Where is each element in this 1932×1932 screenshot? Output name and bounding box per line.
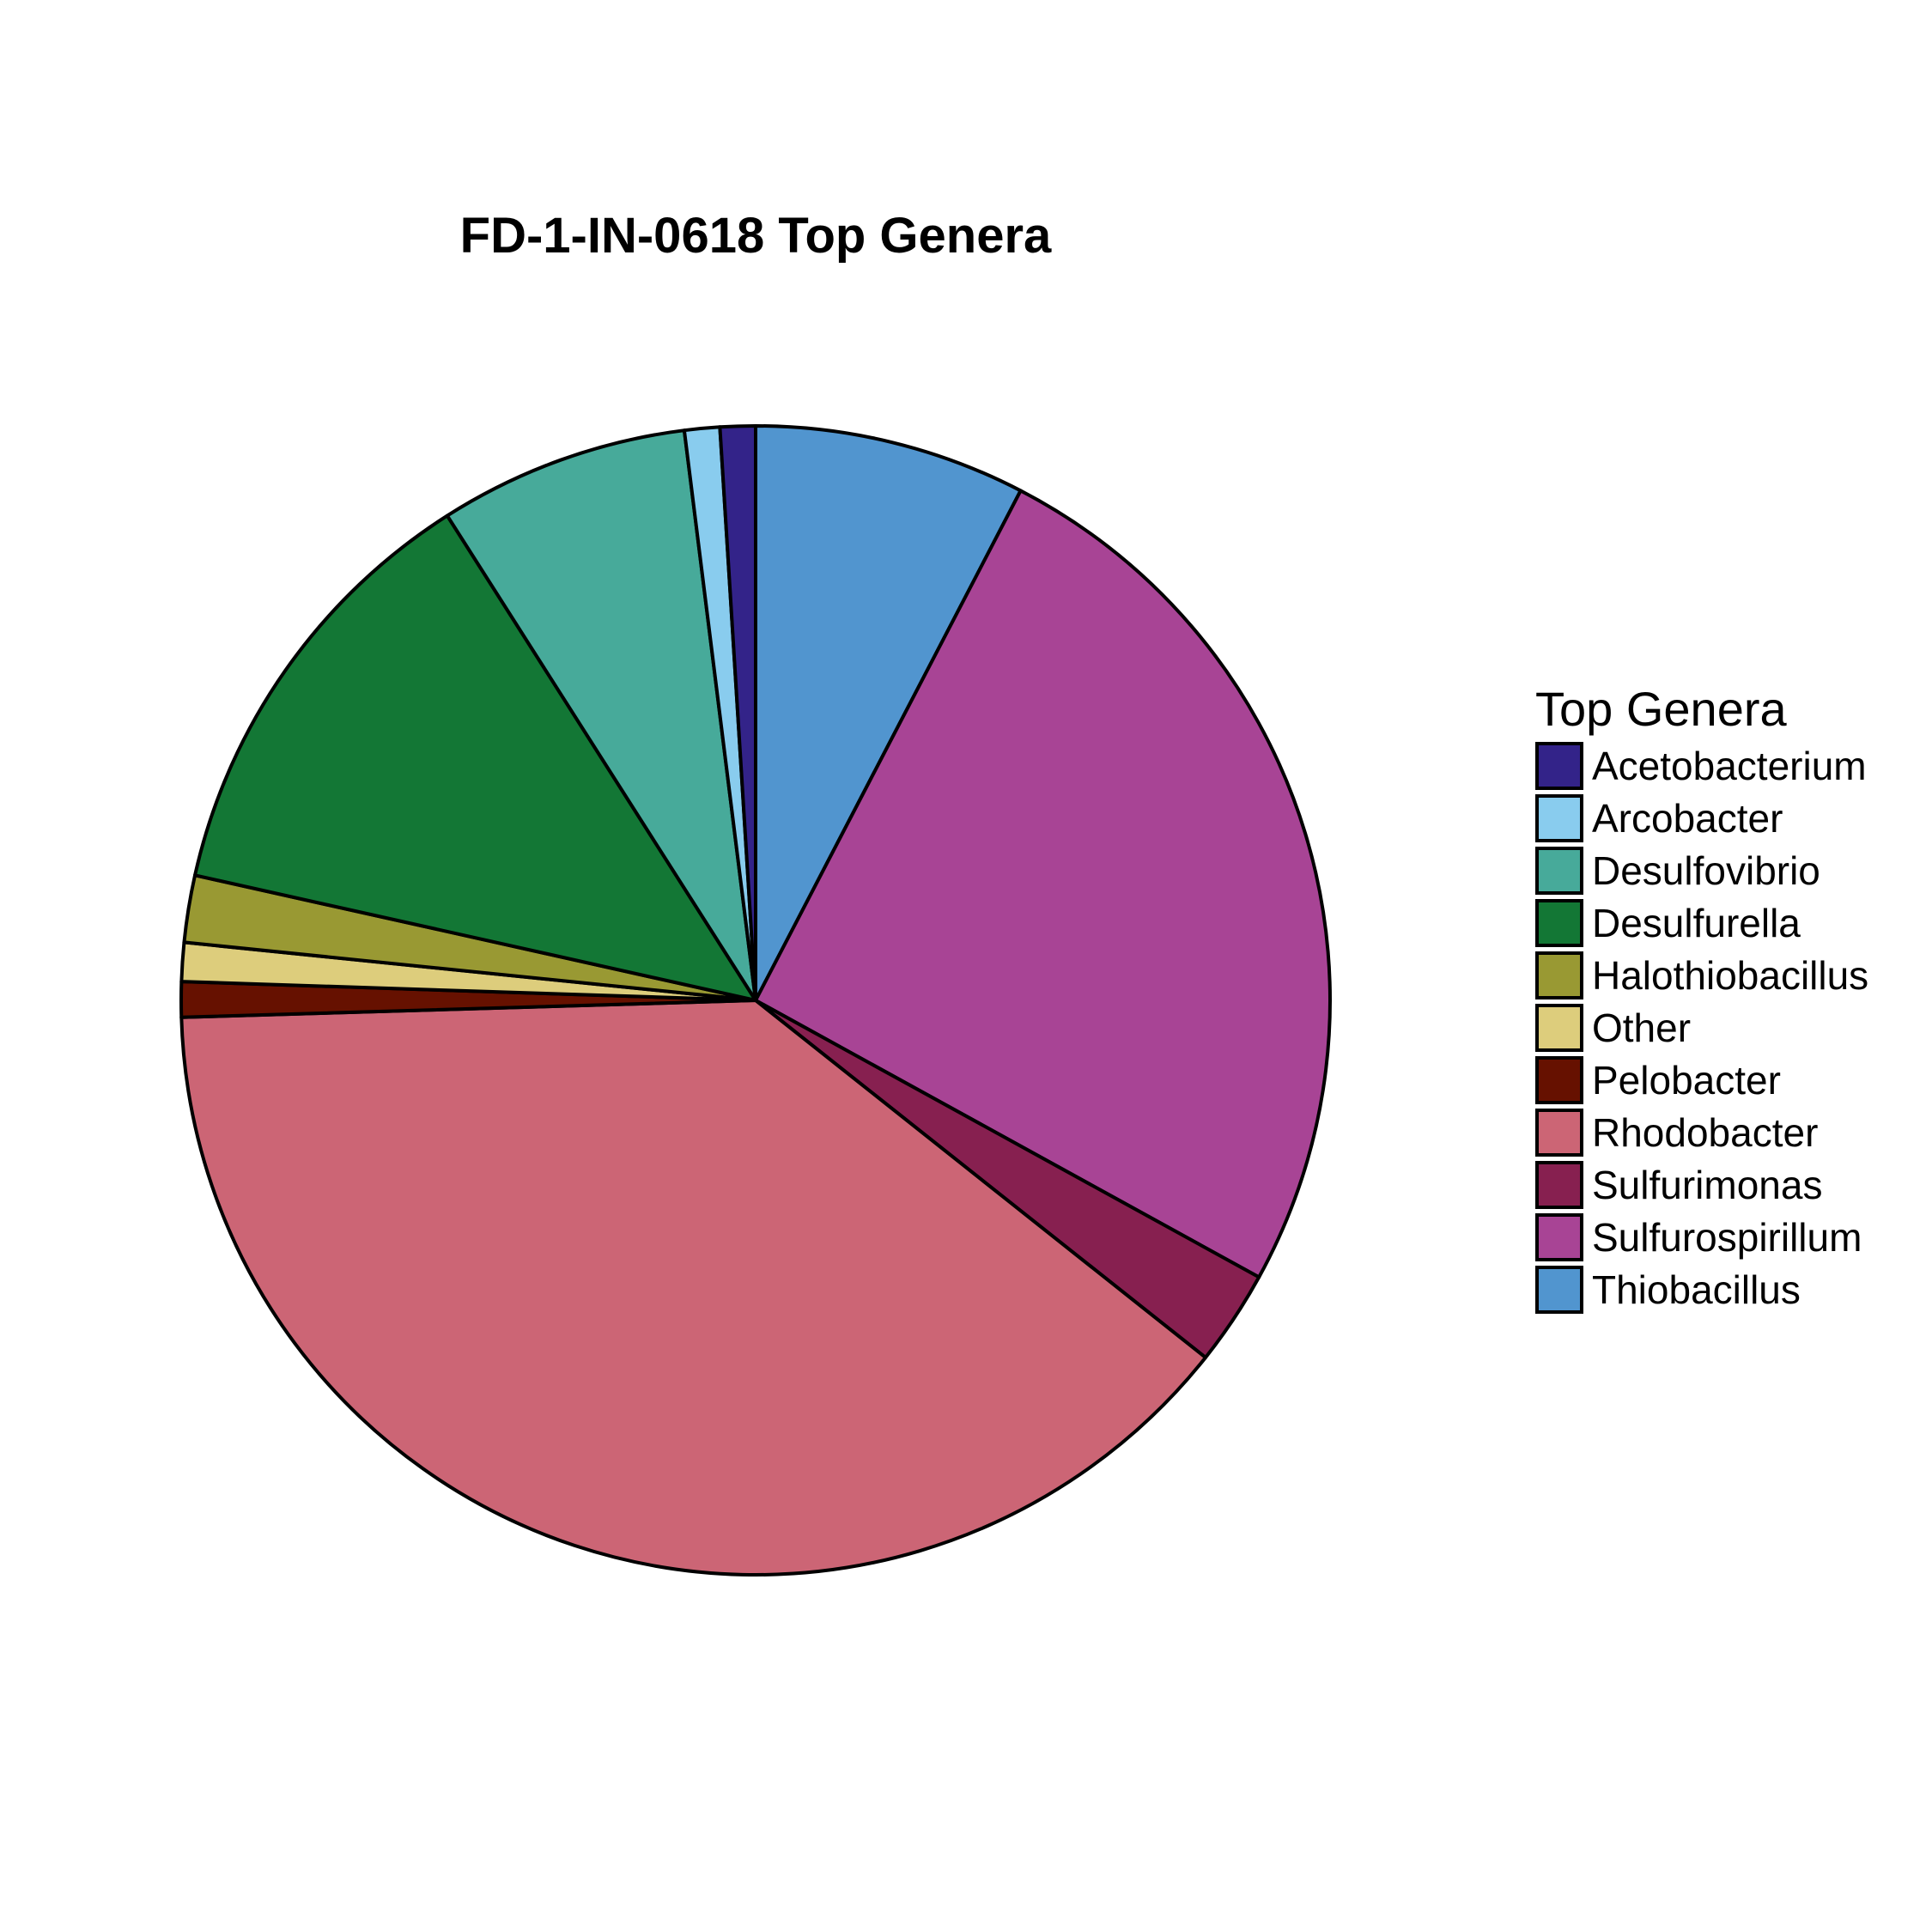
legend-swatch [1535, 1056, 1583, 1104]
legend-title: Top Genera [1535, 682, 1787, 736]
legend-swatch [1535, 1109, 1583, 1157]
legend-label: Desulfovibrio [1592, 848, 1820, 893]
legend-item-thiobacillus: Thiobacillus [1535, 1266, 1801, 1314]
legend-label: Desulfurella [1592, 901, 1801, 945]
legend-label: Rhodobacter [1592, 1110, 1818, 1155]
legend-item-pelobacter: Pelobacter [1535, 1056, 1781, 1104]
legend-item-arcobacter: Arcobacter [1535, 794, 1783, 842]
legend-swatch [1535, 1161, 1583, 1209]
legend-swatch [1535, 794, 1583, 842]
legend-label: Halothiobacillus [1592, 953, 1868, 998]
legend-label: Acetobacterium [1592, 744, 1867, 788]
legend-label: Thiobacillus [1592, 1267, 1801, 1312]
legend-label: Sulfurospirillum [1592, 1215, 1862, 1260]
legend-item-desulfurella: Desulfurella [1535, 899, 1801, 947]
legend-label: Arcobacter [1592, 796, 1783, 841]
legend-swatch [1535, 951, 1583, 999]
legend-item-rhodobacter: Rhodobacter [1535, 1109, 1818, 1157]
legend-item-sulfurimonas: Sulfurimonas [1535, 1161, 1822, 1209]
pie-slice-rhodobacter [179, 999, 1207, 1577]
legend-item-other: Other [1535, 1004, 1691, 1052]
pie-slice-desulfovibrio [445, 428, 757, 1002]
legend-label: Other [1592, 1005, 1691, 1050]
pie-slice-thiobacillus [754, 424, 1023, 1002]
legend-label: Pelobacter [1592, 1058, 1781, 1103]
legend: Top Genera Acetobacterium Arcobacter Desul… [1535, 682, 1868, 1314]
legend-swatch [1535, 847, 1583, 895]
legend-swatch [1535, 1004, 1583, 1052]
legend-item-acetobacterium: Acetobacterium [1535, 742, 1867, 790]
legend-swatch [1535, 1213, 1583, 1261]
legend-item-sulfurospirillum: Sulfurospirillum [1535, 1213, 1862, 1261]
legend-item-desulfovibrio: Desulfovibrio [1535, 847, 1820, 895]
pie-slices [179, 424, 1332, 1577]
chart-title: FD-1-IN-0618 Top Genera [460, 208, 1052, 264]
pie-slice-acetobacterium [718, 424, 757, 1002]
pie-slice-sulfurospirillum [754, 489, 1332, 1279]
legend-item-halothiobacillus: Halothiobacillus [1535, 951, 1868, 999]
legend-swatch [1535, 1266, 1583, 1314]
legend-swatch [1535, 742, 1583, 790]
legend-items: Acetobacterium Arcobacter Desulfovibrio Des… [1535, 742, 1868, 1314]
pie-slice-desulfurella [193, 513, 757, 1002]
legend-label: Sulfurimonas [1592, 1163, 1822, 1207]
legend-swatch [1535, 899, 1583, 947]
